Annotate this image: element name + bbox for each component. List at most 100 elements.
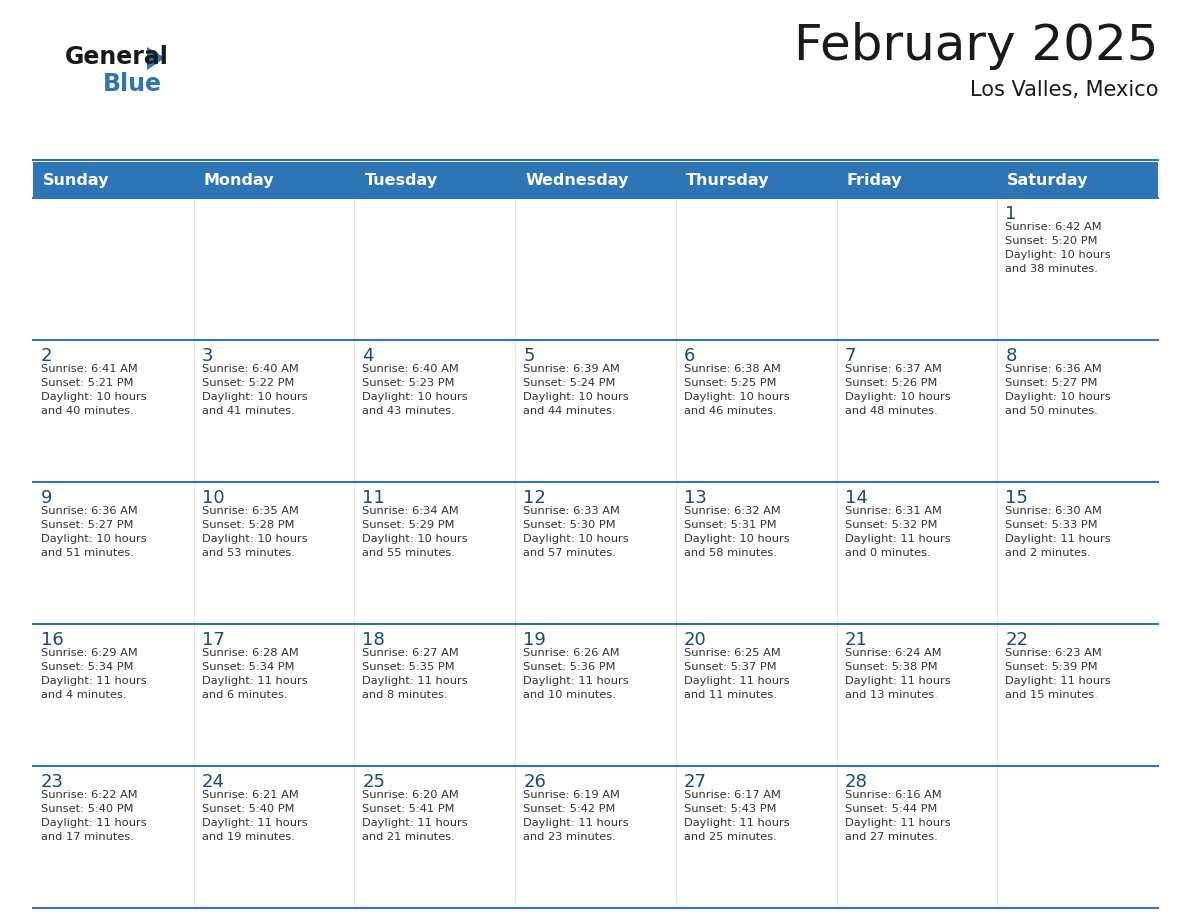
Text: Daylight: 10 hours: Daylight: 10 hours	[42, 534, 146, 544]
Text: 5: 5	[523, 347, 535, 365]
Text: 9: 9	[42, 489, 52, 507]
Text: Sunset: 5:36 PM: Sunset: 5:36 PM	[523, 662, 615, 672]
Text: Daylight: 11 hours: Daylight: 11 hours	[684, 676, 790, 686]
Text: Sunset: 5:29 PM: Sunset: 5:29 PM	[362, 520, 455, 530]
Text: Daylight: 11 hours: Daylight: 11 hours	[845, 676, 950, 686]
Text: and 8 minutes.: and 8 minutes.	[362, 690, 448, 700]
Text: 24: 24	[202, 773, 225, 791]
Text: Sunset: 5:33 PM: Sunset: 5:33 PM	[1005, 520, 1098, 530]
Text: Sunset: 5:40 PM: Sunset: 5:40 PM	[202, 804, 295, 814]
Text: Sunrise: 6:36 AM: Sunrise: 6:36 AM	[1005, 364, 1102, 374]
Text: and 11 minutes.: and 11 minutes.	[684, 690, 777, 700]
Text: Sunset: 5:39 PM: Sunset: 5:39 PM	[1005, 662, 1098, 672]
Text: 28: 28	[845, 773, 867, 791]
Text: and 38 minutes.: and 38 minutes.	[1005, 264, 1098, 274]
Text: and 51 minutes.: and 51 minutes.	[42, 548, 134, 558]
Text: Daylight: 11 hours: Daylight: 11 hours	[845, 818, 950, 828]
Text: Sunrise: 6:33 AM: Sunrise: 6:33 AM	[523, 506, 620, 516]
Text: and 6 minutes.: and 6 minutes.	[202, 690, 287, 700]
Text: Daylight: 10 hours: Daylight: 10 hours	[684, 392, 790, 402]
Text: 1: 1	[1005, 205, 1017, 223]
Text: Sunrise: 6:30 AM: Sunrise: 6:30 AM	[1005, 506, 1102, 516]
Text: 13: 13	[684, 489, 707, 507]
Text: Sunrise: 6:17 AM: Sunrise: 6:17 AM	[684, 790, 781, 800]
Text: 19: 19	[523, 631, 546, 649]
Text: and 48 minutes.: and 48 minutes.	[845, 406, 937, 416]
Text: and 57 minutes.: and 57 minutes.	[523, 548, 617, 558]
Text: Sunset: 5:23 PM: Sunset: 5:23 PM	[362, 378, 455, 388]
Text: and 55 minutes.: and 55 minutes.	[362, 548, 455, 558]
Text: Thursday: Thursday	[685, 173, 770, 187]
Text: and 27 minutes.: and 27 minutes.	[845, 832, 937, 842]
Text: Sunrise: 6:40 AM: Sunrise: 6:40 AM	[362, 364, 460, 374]
Text: 14: 14	[845, 489, 867, 507]
Text: Daylight: 11 hours: Daylight: 11 hours	[42, 818, 146, 828]
Text: Sunset: 5:27 PM: Sunset: 5:27 PM	[42, 520, 133, 530]
Text: Sunset: 5:32 PM: Sunset: 5:32 PM	[845, 520, 937, 530]
Text: Daylight: 10 hours: Daylight: 10 hours	[1005, 250, 1111, 260]
Text: Sunset: 5:38 PM: Sunset: 5:38 PM	[845, 662, 937, 672]
Bar	[33, 162, 1158, 198]
Text: Daylight: 11 hours: Daylight: 11 hours	[684, 818, 790, 828]
Text: and 50 minutes.: and 50 minutes.	[1005, 406, 1098, 416]
Text: Sunrise: 6:21 AM: Sunrise: 6:21 AM	[202, 790, 298, 800]
Text: Sunset: 5:31 PM: Sunset: 5:31 PM	[684, 520, 777, 530]
Text: Sunrise: 6:32 AM: Sunrise: 6:32 AM	[684, 506, 781, 516]
Text: 26: 26	[523, 773, 546, 791]
Text: Sunrise: 6:28 AM: Sunrise: 6:28 AM	[202, 648, 298, 658]
Text: Sunrise: 6:40 AM: Sunrise: 6:40 AM	[202, 364, 298, 374]
Text: Sunset: 5:28 PM: Sunset: 5:28 PM	[202, 520, 295, 530]
Text: General: General	[65, 45, 169, 69]
Text: 18: 18	[362, 631, 385, 649]
Text: Sunrise: 6:35 AM: Sunrise: 6:35 AM	[202, 506, 298, 516]
Text: 7: 7	[845, 347, 857, 365]
Text: 22: 22	[1005, 631, 1029, 649]
Text: Daylight: 11 hours: Daylight: 11 hours	[1005, 676, 1111, 686]
Text: 2: 2	[42, 347, 52, 365]
Text: and 40 minutes.: and 40 minutes.	[42, 406, 134, 416]
Text: Daylight: 10 hours: Daylight: 10 hours	[202, 534, 308, 544]
Text: Daylight: 11 hours: Daylight: 11 hours	[202, 676, 308, 686]
Text: Sunrise: 6:31 AM: Sunrise: 6:31 AM	[845, 506, 941, 516]
Text: and 17 minutes.: and 17 minutes.	[42, 832, 134, 842]
Text: Sunrise: 6:23 AM: Sunrise: 6:23 AM	[1005, 648, 1102, 658]
Text: Sunday: Sunday	[43, 173, 109, 187]
Text: 15: 15	[1005, 489, 1028, 507]
Text: Daylight: 10 hours: Daylight: 10 hours	[523, 534, 628, 544]
Text: and 15 minutes.: and 15 minutes.	[1005, 690, 1098, 700]
Text: Blue: Blue	[103, 72, 162, 96]
Text: Monday: Monday	[203, 173, 274, 187]
Text: and 41 minutes.: and 41 minutes.	[202, 406, 295, 416]
Text: 10: 10	[202, 489, 225, 507]
Text: Sunrise: 6:19 AM: Sunrise: 6:19 AM	[523, 790, 620, 800]
Text: Sunset: 5:35 PM: Sunset: 5:35 PM	[362, 662, 455, 672]
Text: Daylight: 10 hours: Daylight: 10 hours	[684, 534, 790, 544]
Bar	[33, 198, 1158, 908]
Text: Sunrise: 6:22 AM: Sunrise: 6:22 AM	[42, 790, 138, 800]
Text: Daylight: 10 hours: Daylight: 10 hours	[42, 392, 146, 402]
Text: Sunrise: 6:34 AM: Sunrise: 6:34 AM	[362, 506, 460, 516]
Text: and 25 minutes.: and 25 minutes.	[684, 832, 777, 842]
Text: Daylight: 10 hours: Daylight: 10 hours	[523, 392, 628, 402]
Text: and 44 minutes.: and 44 minutes.	[523, 406, 615, 416]
Text: Sunset: 5:44 PM: Sunset: 5:44 PM	[845, 804, 937, 814]
Text: 11: 11	[362, 489, 385, 507]
Text: Daylight: 11 hours: Daylight: 11 hours	[362, 676, 468, 686]
Text: 4: 4	[362, 347, 374, 365]
Text: Sunrise: 6:24 AM: Sunrise: 6:24 AM	[845, 648, 941, 658]
Text: 17: 17	[202, 631, 225, 649]
Text: Sunset: 5:42 PM: Sunset: 5:42 PM	[523, 804, 615, 814]
Text: Daylight: 11 hours: Daylight: 11 hours	[523, 818, 628, 828]
Text: and 13 minutes.: and 13 minutes.	[845, 690, 937, 700]
Text: and 46 minutes.: and 46 minutes.	[684, 406, 777, 416]
Text: and 23 minutes.: and 23 minutes.	[523, 832, 615, 842]
Text: Sunrise: 6:25 AM: Sunrise: 6:25 AM	[684, 648, 781, 658]
Text: and 53 minutes.: and 53 minutes.	[202, 548, 295, 558]
Text: Tuesday: Tuesday	[365, 173, 437, 187]
Text: Sunset: 5:21 PM: Sunset: 5:21 PM	[42, 378, 133, 388]
Text: Sunset: 5:20 PM: Sunset: 5:20 PM	[1005, 236, 1098, 246]
Text: Sunrise: 6:39 AM: Sunrise: 6:39 AM	[523, 364, 620, 374]
Text: Daylight: 10 hours: Daylight: 10 hours	[362, 392, 468, 402]
Text: and 43 minutes.: and 43 minutes.	[362, 406, 455, 416]
Polygon shape	[147, 47, 165, 70]
